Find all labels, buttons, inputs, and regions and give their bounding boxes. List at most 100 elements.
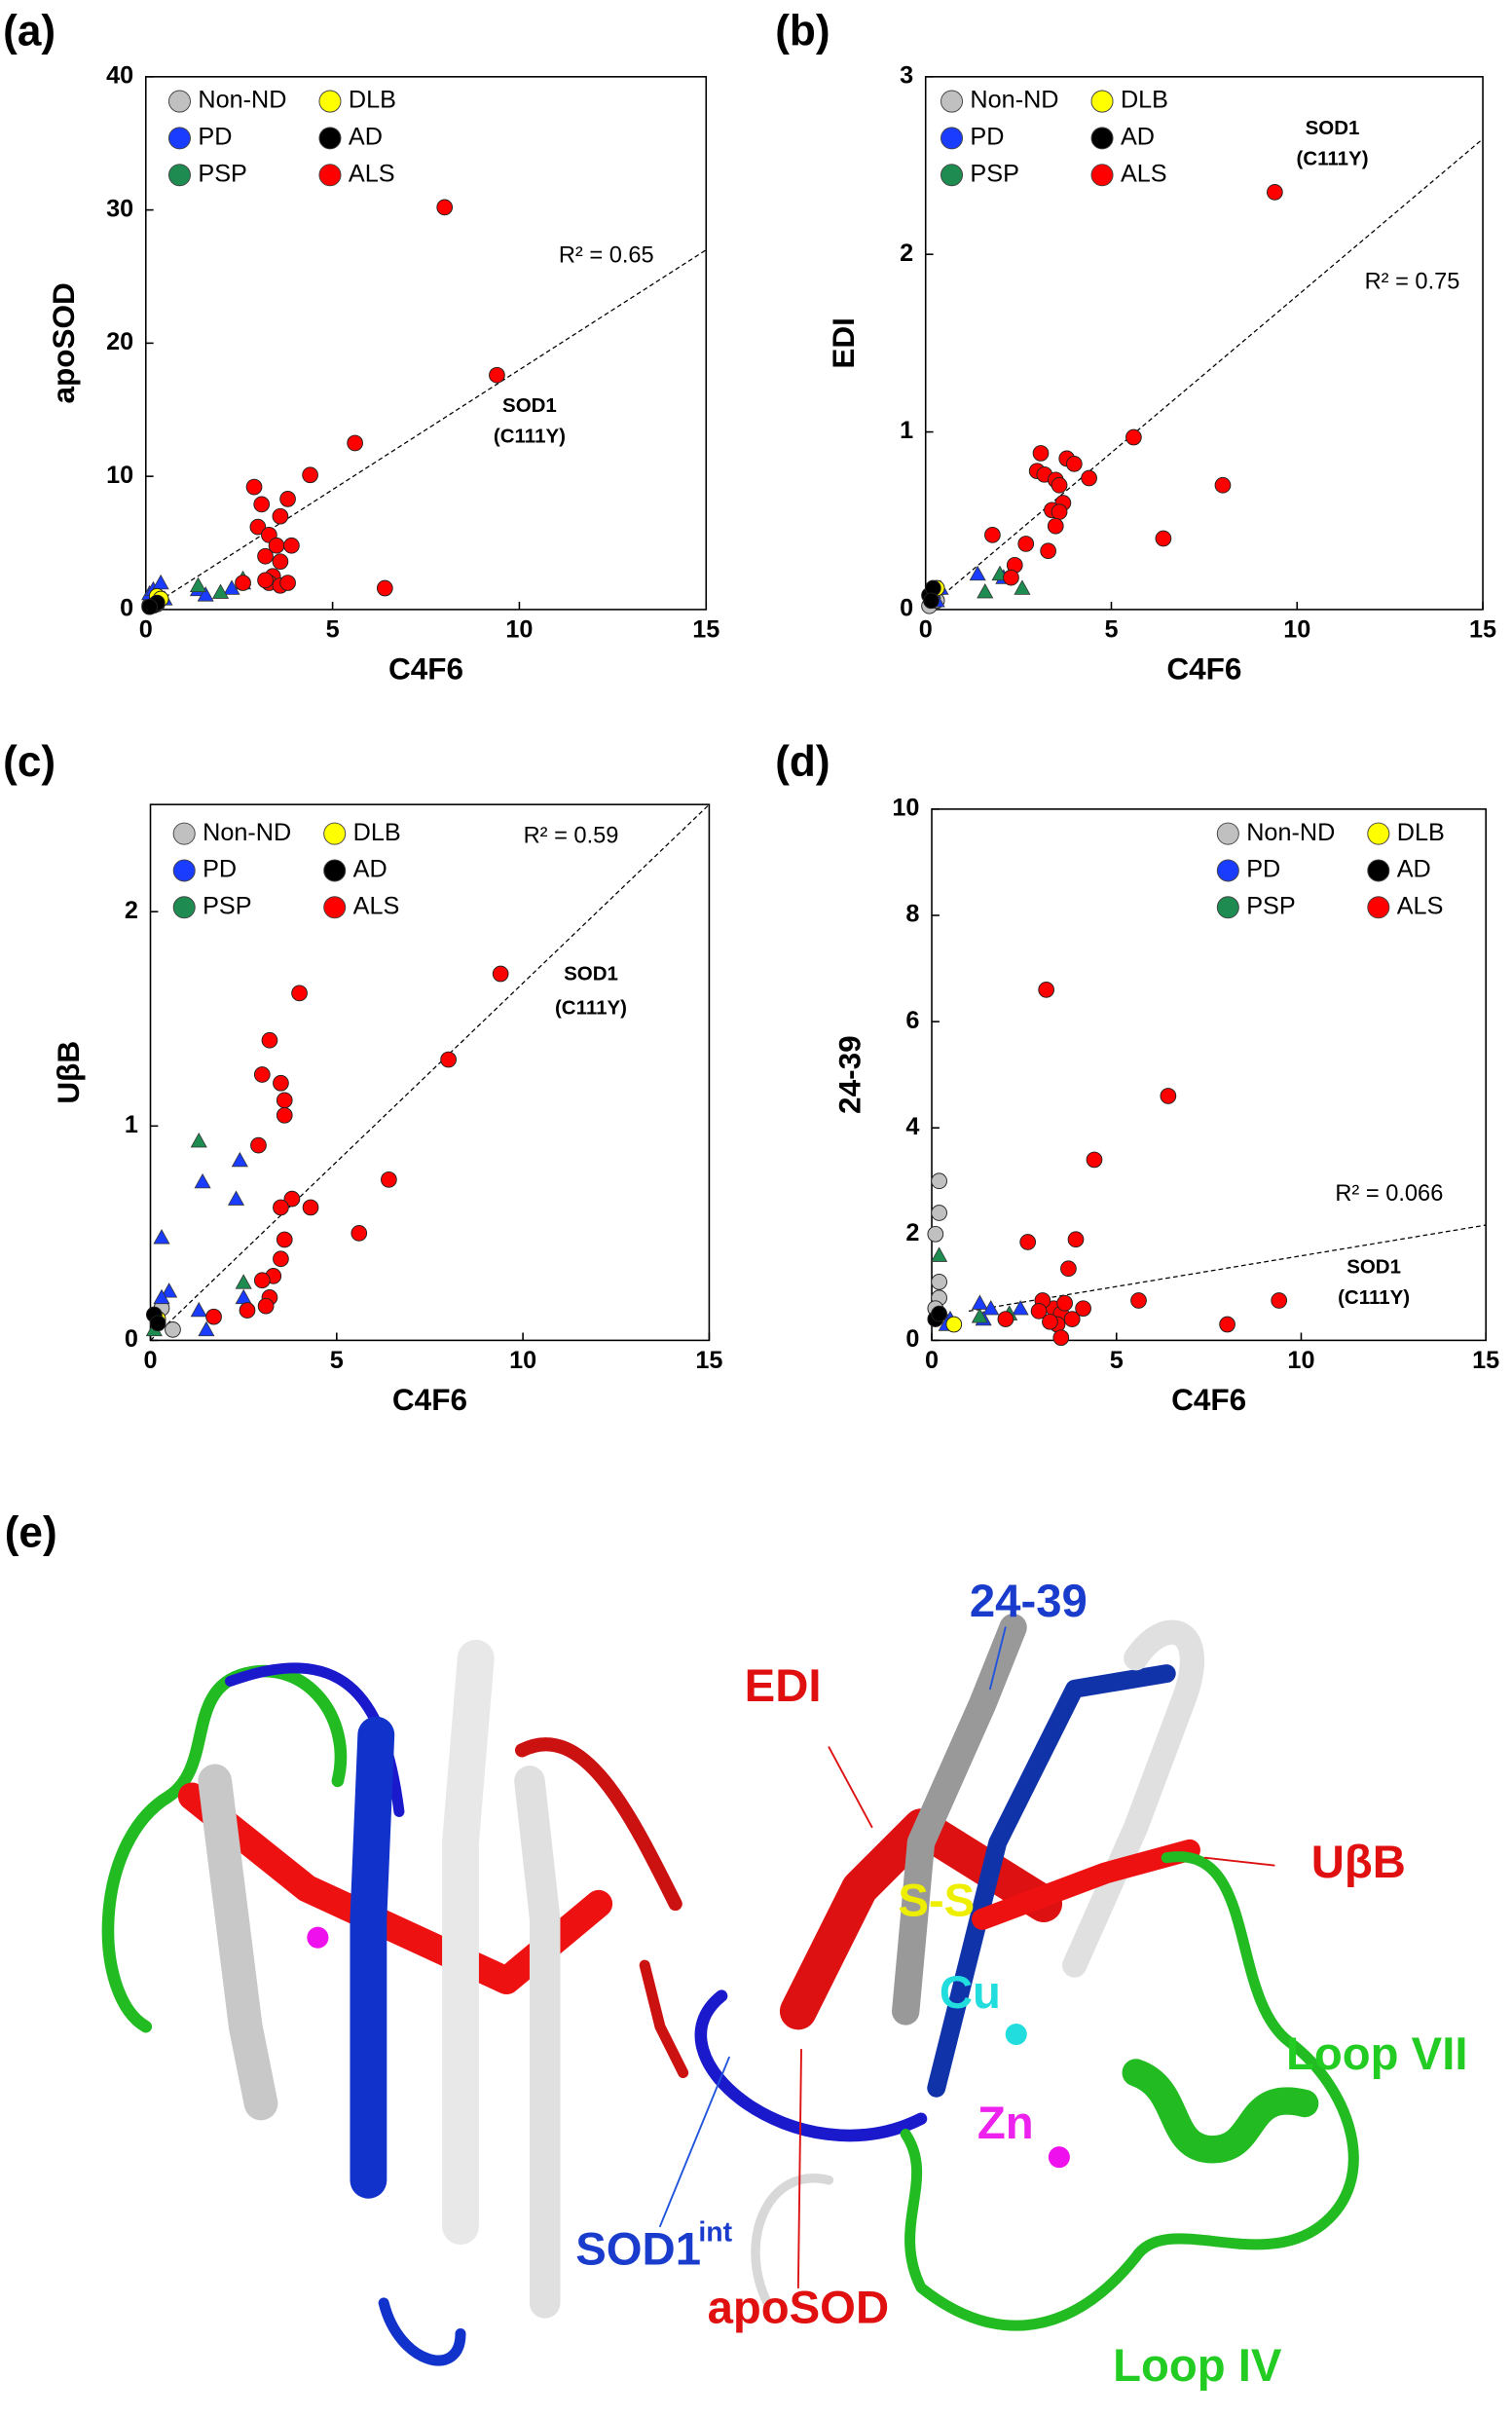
legend-label: DLB	[1397, 819, 1445, 846]
annotation: (C111Y)	[555, 996, 627, 1019]
x-tick-label: 15	[695, 1347, 722, 1374]
legend-label: AD	[349, 124, 383, 151]
data-point	[161, 1282, 178, 1298]
data-point	[931, 1274, 947, 1290]
y-tick-label: 20	[106, 328, 133, 355]
protein-structure	[101, 1614, 1359, 2366]
y-tick-label: 2	[905, 1219, 919, 1246]
y-tick-label: 1	[900, 417, 913, 444]
metal-ion	[1005, 2024, 1027, 2046]
data-point	[1052, 1329, 1070, 1347]
plot-frame	[144, 76, 708, 611]
data-point	[1030, 1303, 1048, 1320]
data-point	[253, 1066, 271, 1083]
data-point	[492, 965, 509, 983]
legend-marker	[172, 822, 196, 845]
legend-label: DLB	[1121, 87, 1168, 114]
ribbon	[639, 1959, 689, 2078]
legend-marker	[172, 859, 196, 882]
annotation: R² = 0.65	[559, 243, 654, 269]
data-point	[1067, 1231, 1085, 1248]
trendline	[150, 803, 710, 1341]
structure-label: Cu	[940, 1967, 1001, 2019]
x-tick-label: 5	[326, 616, 340, 644]
data-point	[231, 1151, 248, 1168]
arrow	[828, 1746, 873, 1829]
data-point	[1051, 503, 1068, 520]
legend-label: Non-ND	[198, 87, 286, 114]
data-point	[211, 583, 230, 599]
data-point	[302, 1199, 319, 1216]
ribbon	[198, 1764, 278, 2121]
ribbon	[892, 1614, 1027, 2026]
y-tick-label: 0	[125, 1325, 138, 1353]
data-point	[1125, 428, 1142, 446]
legend-marker	[318, 90, 342, 113]
x-tick-label: 15	[692, 616, 719, 644]
data-point	[1014, 579, 1031, 595]
data-point	[245, 478, 263, 496]
legend-label: PD	[1246, 856, 1280, 883]
legend-marker	[1216, 859, 1239, 882]
y-axis-label: EDI	[826, 317, 861, 369]
arrow	[796, 2048, 802, 2289]
data-point	[273, 1199, 289, 1216]
data-point	[931, 1172, 947, 1190]
data-point	[997, 1311, 1014, 1327]
x-tick-label: 10	[509, 1347, 536, 1374]
data-point	[189, 576, 207, 593]
trendline	[145, 249, 707, 611]
data-point	[190, 1133, 207, 1148]
x-tick-label: 15	[1469, 616, 1496, 644]
annotation: SOD1	[1306, 117, 1360, 139]
x-tick-label: 5	[1104, 616, 1118, 644]
data-point	[1042, 1313, 1058, 1330]
data-point	[1038, 982, 1055, 998]
x-axis-label: C4F6	[392, 1382, 467, 1417]
legend-marker	[1216, 822, 1239, 845]
data-point	[272, 507, 289, 525]
y-tick-label: 2	[900, 240, 913, 267]
data-point	[1063, 1311, 1081, 1327]
data-point	[1056, 1294, 1073, 1312]
data-point	[350, 1225, 368, 1242]
structure-label: 24-39	[970, 1576, 1088, 1627]
y-tick-label: 8	[905, 901, 919, 928]
data-point	[931, 1305, 947, 1322]
data-point	[190, 1301, 207, 1318]
data-point	[257, 572, 274, 589]
legend-marker	[167, 127, 191, 150]
data-point	[276, 1231, 293, 1248]
x-tick-label: 5	[330, 1347, 344, 1374]
y-tick-label: 0	[120, 595, 133, 622]
ribbon	[1122, 2059, 1319, 2164]
data-point	[235, 1274, 252, 1289]
x-tick-label: 0	[919, 616, 933, 644]
legend-label: Non-ND	[970, 87, 1058, 114]
data-point	[376, 579, 393, 597]
legend-label: AD	[353, 856, 387, 883]
data-point	[273, 1250, 289, 1268]
data-point	[1267, 184, 1283, 201]
ribbon	[101, 1664, 348, 2033]
data-point	[273, 1074, 289, 1092]
annotation: (C111Y)	[494, 426, 566, 448]
data-point	[235, 575, 251, 591]
data-point	[1155, 530, 1172, 547]
x-tick-label: 15	[1472, 1347, 1499, 1374]
legend-label: Non-ND	[1246, 819, 1335, 846]
x-tick-label: 0	[925, 1347, 939, 1374]
ribbon	[514, 1766, 561, 2319]
data-point	[153, 1288, 170, 1305]
x-tick-label: 10	[505, 616, 533, 644]
data-point	[489, 366, 505, 384]
data-point	[1003, 569, 1019, 586]
legend-label: ALS	[1121, 160, 1167, 187]
ribbon	[514, 1737, 682, 1912]
data-point	[923, 592, 940, 610]
data-point	[261, 1031, 278, 1049]
annotation: R² = 0.066	[1335, 1181, 1443, 1207]
data-point	[239, 1302, 256, 1319]
legend-marker	[1090, 127, 1114, 150]
panel-label: (c)	[3, 738, 55, 786]
